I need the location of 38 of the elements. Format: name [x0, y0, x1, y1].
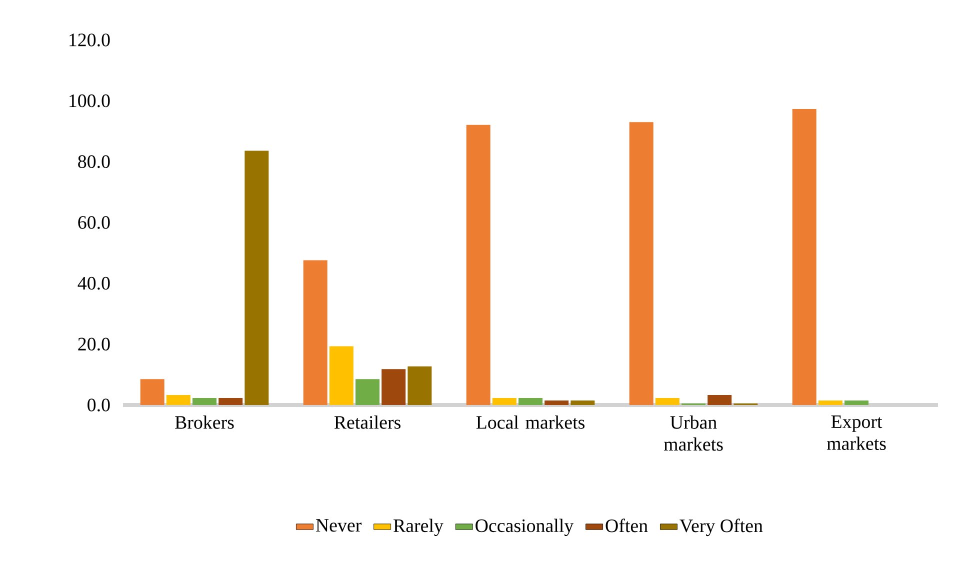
bar: [818, 400, 842, 405]
x-tick-label: Urban markets: [664, 416, 723, 451]
bar: [655, 398, 680, 405]
bar: [408, 366, 432, 405]
legend-label: Never: [316, 519, 362, 532]
x-tick-label: Retailers: [334, 416, 400, 429]
y-tick-label: 40.0: [78, 276, 110, 290]
y-tick-label: 100.0: [70, 94, 110, 108]
bar: [792, 109, 816, 405]
bar: [356, 379, 380, 405]
bar: [329, 346, 354, 405]
x-tick-label: Local markets: [476, 416, 585, 429]
y-tick-label: 80.0: [78, 155, 110, 168]
legend-label: Very Often: [680, 518, 763, 536]
bar: [518, 398, 543, 405]
bar: [192, 398, 216, 405]
bar: [140, 379, 164, 405]
y-tick-label: 60.0: [78, 216, 110, 229]
bar: [844, 400, 869, 405]
legend-label: Rarely: [394, 518, 444, 536]
legend-label: Often: [606, 518, 648, 532]
bar: [382, 369, 406, 405]
bar: [629, 122, 654, 405]
bar: [218, 398, 243, 405]
bar: [466, 124, 490, 405]
y-tick-label: 120.0: [70, 34, 110, 46]
bar: [303, 260, 328, 405]
bar: [570, 400, 595, 405]
x-tick-label: Brokers: [175, 416, 234, 429]
x-tick-label: Export markets: [826, 415, 886, 450]
legend-label: Occasionally: [476, 518, 574, 536]
bar: [166, 394, 190, 405]
bar: [492, 398, 516, 405]
y-tick-label: 20.0: [78, 338, 110, 351]
bar: [544, 400, 569, 405]
y-tick-label: 0.0: [88, 398, 110, 412]
bar: [708, 394, 732, 405]
bar: [244, 150, 269, 405]
